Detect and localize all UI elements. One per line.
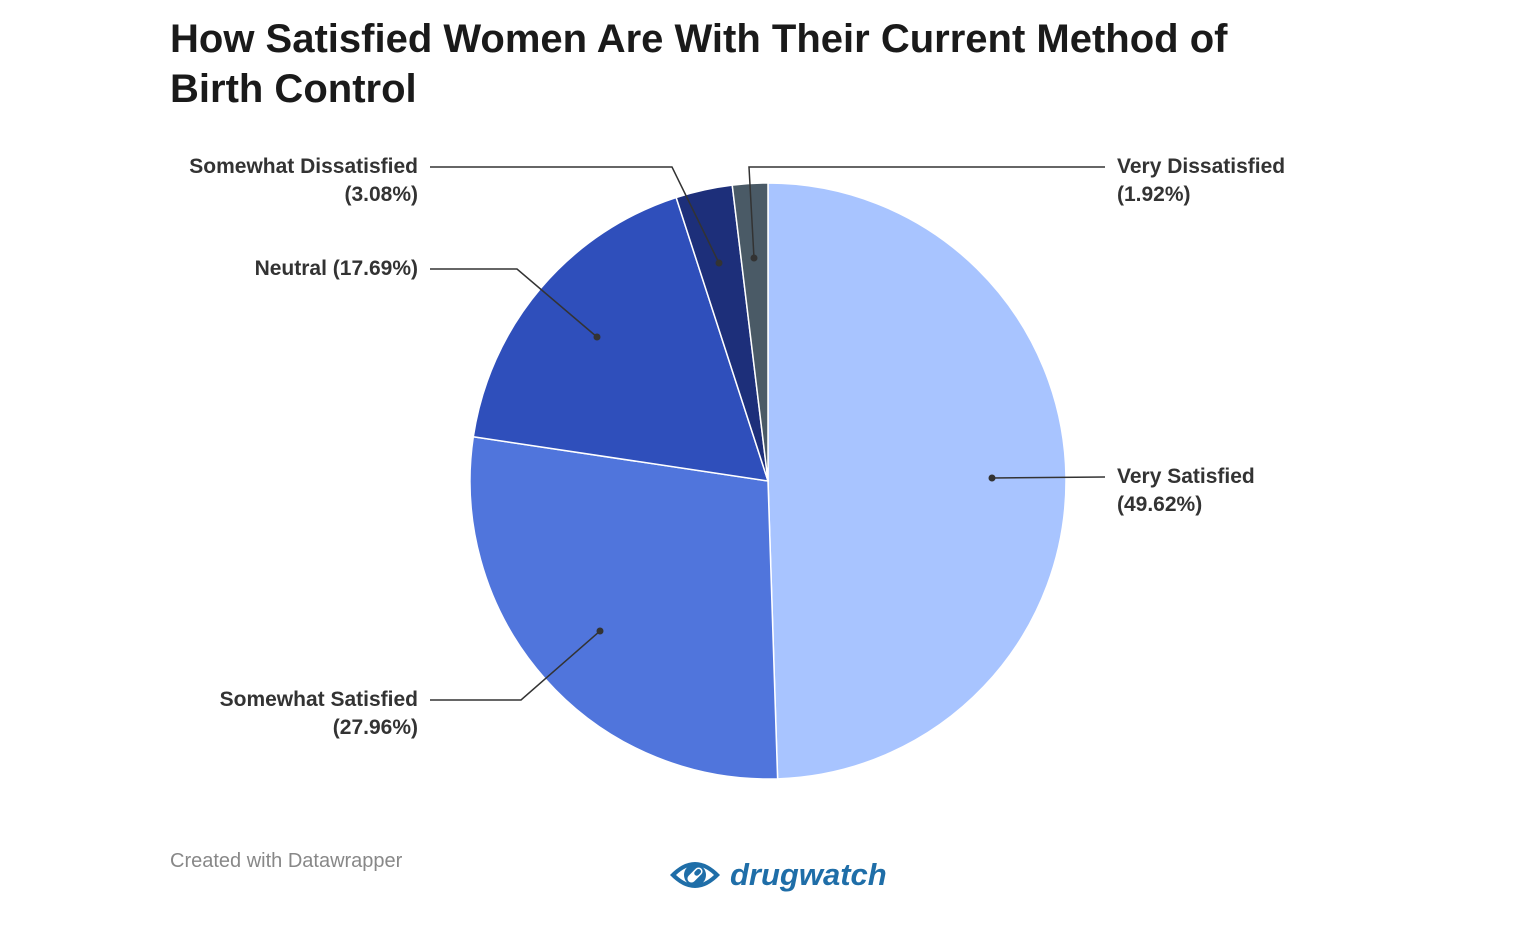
datawrapper-credit[interactable]: Created with Datawrapper	[170, 850, 403, 872]
leader-dot-very-dissatisfied	[750, 254, 758, 262]
leader-line-very-satisfied	[991, 476, 1106, 479]
slice-value: (17.69%)	[332, 257, 418, 280]
slice-label: Neutral	[254, 257, 327, 280]
slice-value: (27.96%)	[332, 716, 418, 739]
label-very-satisfied: Very Satisfied (49.62%)	[1117, 463, 1255, 519]
label-somewhat-dissatisfied: Somewhat Dissatisfied (3.08%)	[189, 153, 418, 209]
leader-dot-very-satisfied	[988, 474, 996, 482]
drugwatch-logo: drugwatch	[668, 855, 887, 895]
leader-dot-somewhat-dissatisfied	[715, 259, 723, 267]
leader-line-somewhat-dissatisfied	[430, 166, 720, 264]
leader-line-somewhat-satisfied	[430, 630, 601, 701]
leader-line-very-dissatisfied	[748, 166, 1105, 259]
slice-label: Somewhat Dissatisfied	[189, 155, 418, 178]
pie-slice-very-satisfied	[767, 182, 1067, 780]
label-neutral: Neutral (17.69%)	[255, 255, 418, 283]
slice-value: (1.92%)	[1117, 183, 1191, 206]
leader-dot-somewhat-satisfied	[596, 627, 604, 635]
logo-text: drugwatch	[730, 857, 887, 892]
slice-label: Somewhat Satisfied	[219, 688, 418, 711]
slice-label: Very Satisfied	[1117, 465, 1255, 488]
leader-dot-neutral	[593, 333, 601, 341]
chart-title: How Satisfied Women Are With Their Curre…	[170, 17, 1228, 111]
eye-pill-icon	[670, 862, 720, 888]
slice-value: (3.08%)	[344, 183, 418, 206]
slice-value: (49.62%)	[1117, 493, 1203, 516]
label-very-dissatisfied: Very Dissatisfied (1.92%)	[1117, 153, 1285, 209]
slice-label: Very Dissatisfied	[1117, 155, 1286, 178]
label-somewhat-satisfied: Somewhat Satisfied (27.96%)	[220, 686, 418, 742]
leader-line-neutral	[430, 268, 598, 338]
pie-slice-somewhat-satisfied	[469, 435, 779, 780]
